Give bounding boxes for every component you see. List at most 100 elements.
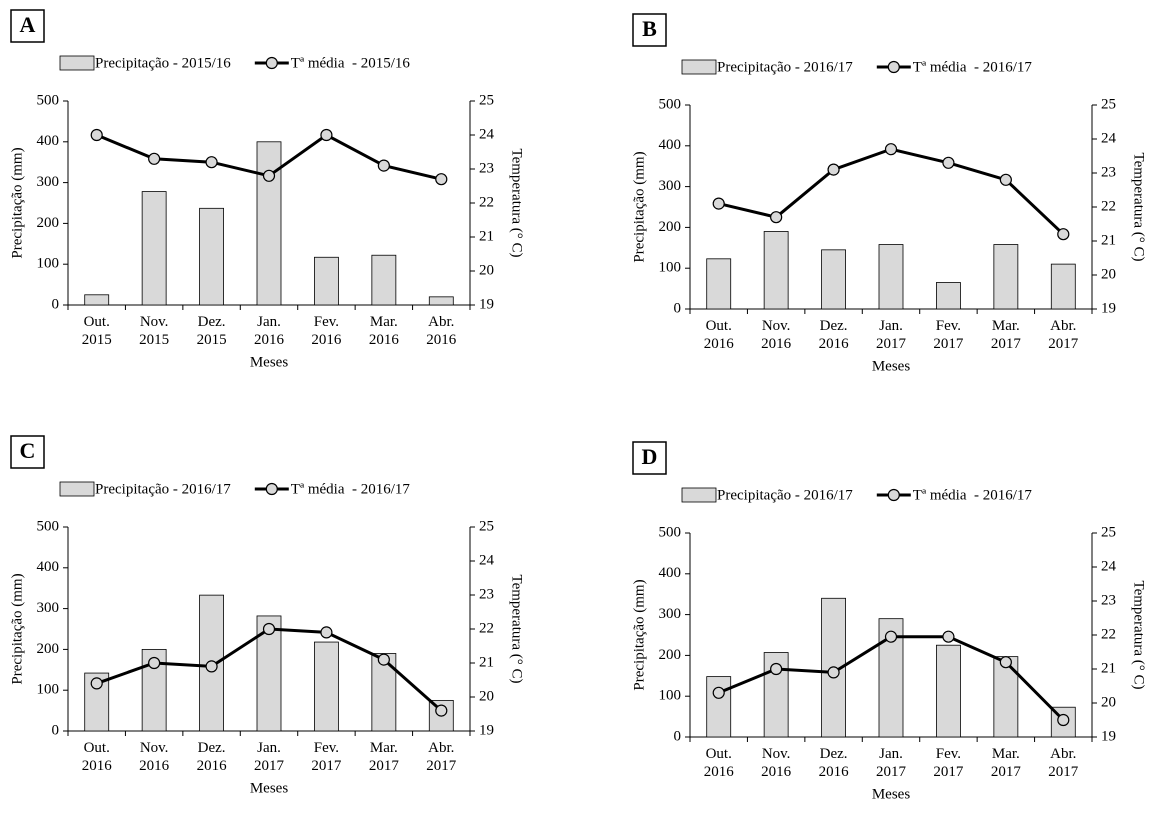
y2-axis-title: Temperatura (° C) [1131,580,1147,689]
x-tick-label: Dez. 2015 [196,314,227,348]
y2-tick-label: 20 [1101,266,1116,282]
y-tick-label: 0 [52,296,60,312]
panel-label: A [20,12,36,37]
y-tick-label: 0 [674,728,682,744]
x-tick-label-box: Out. 2016 [704,318,734,352]
y2-tick-label: 23 [479,160,494,176]
panel: A Precipitação - 2015/16 Tª média - 2015/1… [9,9,525,370]
bar [706,676,732,738]
y2-tick-label: 24 [479,126,495,142]
x-tick-label: Fev. 2016 [311,314,342,348]
line [718,147,1065,236]
x-tick-label-box: Nov. 2016 [139,740,170,774]
x-tick-label: Abr. 2017 [1048,746,1079,780]
y-tick-label: 500 [37,518,60,534]
legend-label: Tª média - 2016/17 [291,481,411,497]
bar [706,258,732,310]
x-tick-label: Nov. 2016 [761,746,792,780]
y-tick-label: 400 [37,559,60,575]
x-tick-label: Fev. 2017 [933,318,964,352]
x-tick-label-box: Mar. 2017 [991,746,1021,780]
panel: C Precipitação - 2016/17 Tª média - 2016/1… [9,435,525,796]
panel: B Precipitação - 2016/17 Tª média - 2016/1… [631,13,1147,374]
y-tick-label: 200 [659,647,682,663]
panel-label: D [642,444,658,469]
line-marker [1057,228,1070,241]
x-tick-label-box: Jan. 2017 [876,746,906,780]
y-tick-label: 100 [659,688,682,704]
panel-label: B [642,16,657,41]
line-marker [942,630,955,643]
x-axis-title: Meses [250,354,288,370]
bar [936,644,961,738]
legend-swatch-marker [265,482,278,496]
y-tick-label: 300 [659,178,682,194]
x-tick-label: Fev. 2017 [311,740,342,774]
x-tick-label: Jan. 2017 [876,746,906,780]
panel-label-box [10,9,45,43]
x-tick-label-box: Abr. 2017 [1048,746,1079,780]
legend-swatch-marker [887,488,900,502]
line-marker [90,677,103,690]
bar [993,244,1019,310]
legend-label: Tª média - 2016/17 [913,59,1033,75]
bar [763,231,789,310]
y2-tick-label: 24 [1101,130,1117,146]
y2-tick-label: 19 [1101,728,1116,744]
line-marker [205,156,218,169]
x-tick-label-box: Mar. 2017 [369,740,399,774]
y-tick-label: 400 [659,137,682,153]
x-tick-label: Out. 2016 [703,746,734,780]
x-tick-label-box: Dez. 2016 [819,318,849,352]
legend-swatch-marker [265,56,278,70]
line-marker [435,173,448,186]
x-tick-label: Nov. 2016 [139,740,170,774]
y2-tick-label: 25 [1101,96,1116,112]
x-tick-label-box: Abr. 2017 [426,740,457,774]
x-tick-label-box: Mar. 2016 [369,314,399,348]
x-tick-label-box: Fev. 2016 [311,314,342,348]
line-marker [770,211,783,224]
line-marker [262,169,276,182]
y2-tick-label: 21 [1101,660,1116,676]
y-tick-label: 100 [37,256,60,272]
y-tick-label: 500 [659,524,682,540]
y2-tick-label: 23 [1101,164,1116,180]
line-marker [148,656,161,670]
x-tick-label: Abr. 2017 [426,740,457,774]
y-tick-label: 300 [37,600,60,616]
bar [199,207,224,306]
y-tick-label: 500 [659,96,682,112]
x-axis-title: Meses [872,358,910,374]
x-tick-label-box: Out. 2016 [82,740,112,774]
y2-axis-title: Temperatura (° C) [509,574,525,683]
line-marker [377,159,390,172]
line-marker [1057,713,1070,727]
y2-axis-title: Temperatura (° C) [1131,152,1147,261]
legend-swatch [681,487,717,503]
x-tick-label: Jan. 2017 [876,318,906,352]
y-tick-label: 200 [659,219,682,235]
line-marker [377,653,390,666]
x-tick-label: Out. 2015 [81,314,112,348]
legend-swatch [59,481,95,497]
x-tick-label: Abr. 2016 [426,314,457,348]
y-tick-label: 300 [37,174,60,190]
legend-label: Precipitação - 2016/17 [95,481,231,497]
y2-tick-label: 20 [479,688,494,704]
y2-tick-label: 23 [1101,592,1116,608]
y2-tick-label: 20 [1101,694,1116,710]
x-tick-label: Nov. 2015 [139,314,170,348]
line-marker [827,666,840,679]
y2-tick-label: 19 [479,296,494,312]
x-tick-label-box: Abr. 2017 [1048,318,1078,352]
x-tick-label-box: Nov. 2016 [761,746,792,780]
y-axis-title: Precipitação (mm) [9,573,25,684]
line-marker [770,662,783,676]
line-marker [712,197,725,210]
x-tick-label: Jan. 2016 [254,314,284,348]
x-tick-label: Mar. 2017 [990,318,1021,352]
y2-tick-label: 25 [1101,524,1116,540]
y-axis-title: Precipitação (mm) [9,147,25,258]
